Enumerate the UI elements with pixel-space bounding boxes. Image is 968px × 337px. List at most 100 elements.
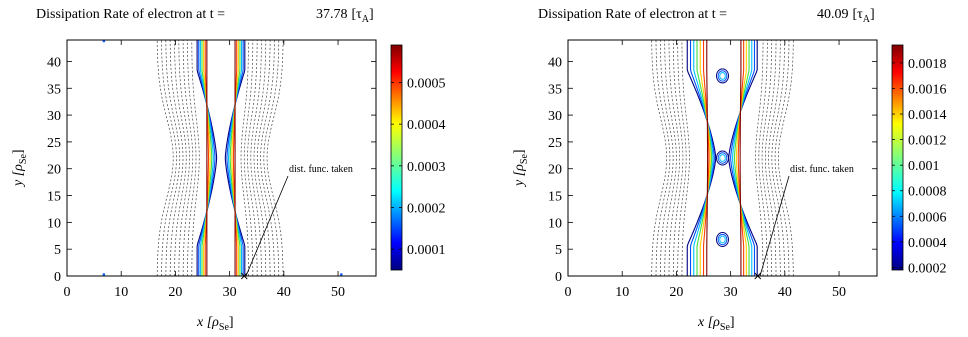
y-tick-label: 20	[47, 163, 61, 178]
y-tick-label: 40	[47, 55, 61, 70]
colorbar-2	[891, 44, 904, 271]
x-tick-label: 0	[565, 285, 572, 300]
contour-line	[203, 40, 211, 276]
contour-line	[686, 40, 717, 276]
contour-line	[226, 40, 244, 276]
contour-line	[731, 40, 753, 276]
contour-line	[730, 40, 756, 276]
y-tick-label: 5	[555, 243, 562, 258]
island-contour	[717, 70, 728, 82]
field-line	[243, 40, 254, 276]
plot-frame-1	[66, 39, 377, 277]
contour-line	[198, 40, 216, 276]
field-line	[266, 40, 284, 276]
field-line	[664, 40, 677, 276]
island-contour	[716, 150, 729, 166]
colorbar-tick-label: 0.0004	[407, 118, 446, 133]
contour-line	[693, 40, 714, 276]
field-line	[250, 40, 262, 276]
chart-title-1: Dissipation Rate of electron at t =	[36, 7, 225, 22]
contour-line	[232, 40, 238, 276]
x-tick-label: 30	[223, 285, 237, 300]
field-line	[651, 40, 668, 276]
colorbar-tick-label: 0.0018	[908, 57, 947, 72]
colorbar-tick-label: 0.0016	[908, 82, 947, 97]
y-tick-label: 30	[47, 109, 61, 124]
x-tick-label: 20	[168, 285, 182, 300]
colorbar-tick-label: 0.0006	[908, 210, 947, 225]
field-line	[263, 40, 280, 276]
y-tick-label: 15	[548, 190, 562, 205]
colorbar-tick-label: 0.0012	[908, 134, 947, 149]
contour-line	[199, 40, 214, 276]
contour-line	[204, 40, 210, 276]
colorbar-tick-label: 0.0008	[908, 185, 947, 200]
island-contour	[716, 232, 729, 248]
field-line	[681, 40, 690, 276]
y-axis-label-1: y [ρSe]	[11, 149, 29, 188]
field-line	[758, 40, 768, 276]
axis-ticks-2: 0 10 20 30 40 50 0 5 10 15 20 25 30 35 40	[548, 40, 877, 300]
field-line	[761, 40, 773, 276]
y-tick-label: 15	[47, 190, 61, 205]
field-line	[777, 40, 794, 276]
contour-layer-1	[102, 40, 343, 280]
contour-line	[224, 40, 246, 276]
field-line	[256, 40, 271, 276]
annotation-label-1: dist. func. taken	[289, 164, 353, 175]
field-line	[191, 40, 200, 276]
contour-line	[227, 40, 243, 276]
axis-ticks-1: 0 10 20 30 40 50 0 5 10 15 20 25 30 35 40	[47, 40, 376, 300]
contour-line	[229, 40, 241, 276]
colorbar-tick-label: 0.0005	[407, 77, 446, 92]
y-tick-label: 35	[47, 82, 61, 97]
field-line	[240, 40, 249, 276]
colorbar-1	[390, 44, 403, 271]
contour-line	[689, 40, 715, 276]
island-contour	[717, 233, 728, 246]
island-contour	[719, 72, 726, 80]
annotation-label-2: dist. func. taken	[790, 164, 854, 175]
field-line	[169, 40, 184, 276]
contour-line	[231, 40, 239, 276]
contour-speck	[340, 273, 343, 276]
x-axis-label-2: x [ρSe]	[697, 315, 735, 333]
x-tick-label: 20	[669, 285, 683, 300]
field-line	[764, 40, 777, 276]
contour-layer-2	[651, 40, 794, 280]
plot-frame-2	[567, 39, 878, 277]
colorbar-tick-label: 0.0014	[908, 108, 947, 123]
contour-line	[737, 40, 745, 276]
island-contour	[719, 154, 726, 162]
field-line	[161, 40, 177, 276]
chart-time-2: 40.09 [τA]	[817, 7, 875, 25]
field-line	[771, 40, 786, 276]
x-tick-label: 50	[331, 285, 345, 300]
annotation-pointer-1	[245, 175, 289, 277]
field-line	[182, 40, 194, 276]
chart-title-2: Dissipation Rate of electron at t =	[538, 7, 727, 22]
island-contour	[719, 235, 726, 244]
contour-line	[739, 40, 742, 276]
colorbar-tick-label: 0.0002	[407, 202, 446, 217]
field-line	[187, 40, 197, 276]
field-line	[672, 40, 684, 276]
island-contour	[716, 68, 729, 84]
y-tick-label: 0	[54, 270, 61, 285]
y-tick-label: 20	[548, 163, 562, 178]
field-line	[165, 40, 181, 276]
contour-line	[735, 40, 747, 276]
contour-line	[733, 40, 750, 276]
field-line	[178, 40, 190, 276]
y-tick-label: 0	[555, 270, 562, 285]
x-tick-label: 30	[724, 285, 738, 300]
contour-speck	[102, 40, 106, 43]
chart-panel-1: Dissipation Rate of electron at t = 37.7…	[11, 7, 446, 333]
colorbar-ticks-1: 0.0001 0.0002 0.0003 0.0004 0.0005	[391, 77, 446, 258]
colorbar-tick-label: 0.0003	[407, 160, 446, 175]
contour-line	[696, 40, 713, 276]
chart-panel-2: Dissipation Rate of electron at t = 40.0…	[512, 7, 947, 333]
y-tick-label: 25	[47, 136, 61, 151]
contour-line	[201, 40, 213, 276]
field-line	[659, 40, 674, 276]
